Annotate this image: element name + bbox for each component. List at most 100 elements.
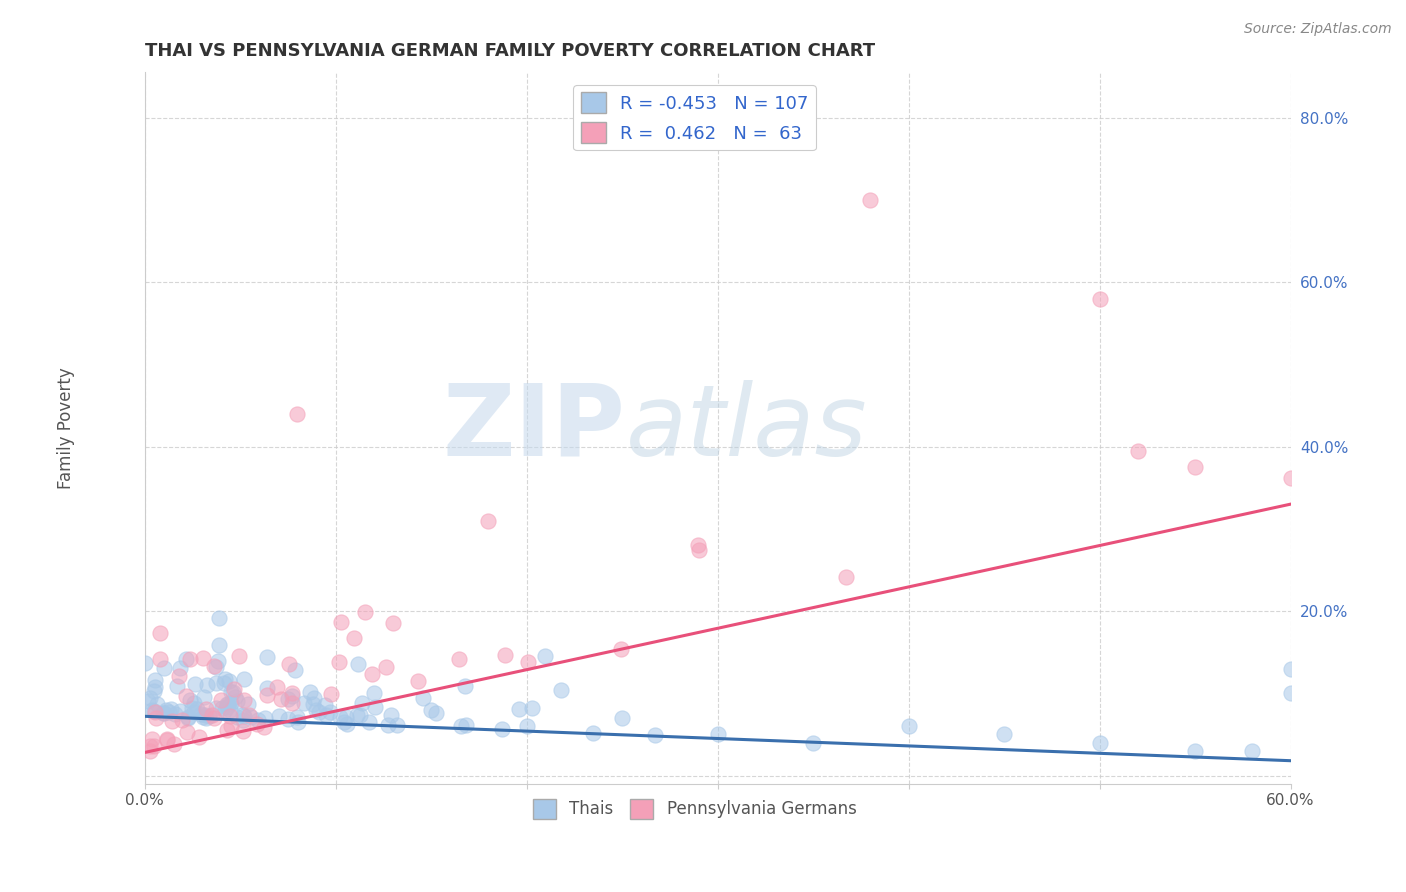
Point (582, 726, 605, 740)
Point (380, 707, 402, 722)
Point (277, 712, 299, 726)
Point (346, 708, 368, 723)
Point (333, 714, 356, 729)
Point (1088, 736, 1111, 750)
Point (226, 694, 249, 708)
Point (215, 700, 238, 714)
Point (610, 642, 633, 657)
Point (139, 744, 162, 758)
Point (285, 710, 308, 724)
Point (202, 658, 225, 673)
Point (381, 616, 404, 631)
Point (195, 702, 218, 716)
Point (160, 714, 183, 728)
Point (335, 710, 357, 724)
Point (214, 673, 236, 687)
Text: THAI VS PENNSYLVANIA GERMAN FAMILY POVERTY CORRELATION CHART: THAI VS PENNSYLVANIA GERMAN FAMILY POVER… (145, 42, 875, 60)
Point (195, 711, 218, 725)
Point (610, 711, 633, 725)
Point (179, 693, 201, 707)
Point (1184, 744, 1206, 758)
Point (346, 657, 368, 672)
Point (517, 655, 540, 669)
Point (143, 684, 166, 698)
Point (284, 663, 307, 677)
Point (141, 731, 163, 746)
Point (287, 714, 309, 729)
Point (201, 708, 224, 723)
Point (197, 709, 219, 723)
Point (169, 661, 191, 675)
Point (209, 693, 232, 707)
Point (152, 661, 174, 675)
Point (139, 690, 162, 705)
Y-axis label: Family Poverty: Family Poverty (58, 368, 75, 489)
Point (508, 702, 530, 716)
Text: atlas: atlas (626, 380, 868, 476)
Point (256, 689, 278, 703)
Point (236, 698, 259, 712)
Point (183, 696, 205, 710)
Point (205, 675, 228, 690)
Point (450, 718, 472, 732)
Point (183, 705, 205, 719)
Point (156, 733, 179, 747)
Legend: Thais, Pennsylvania Germans: Thais, Pennsylvania Germans (526, 793, 863, 825)
Point (253, 711, 276, 725)
Point (165, 706, 187, 721)
Point (204, 700, 226, 714)
Point (188, 730, 211, 744)
Point (149, 651, 172, 665)
Point (477, 514, 499, 528)
Point (211, 701, 233, 715)
Point (298, 685, 321, 699)
Point (281, 696, 304, 710)
Point (302, 697, 325, 711)
Point (232, 708, 254, 723)
Point (425, 706, 447, 721)
Point (214, 703, 236, 717)
Point (190, 707, 212, 722)
Point (292, 696, 315, 710)
Point (143, 705, 166, 719)
Point (208, 638, 231, 652)
Point (208, 611, 231, 625)
Point (285, 407, 308, 421)
Point (166, 679, 188, 693)
Point (156, 732, 179, 747)
Point (319, 705, 342, 719)
Point (145, 711, 167, 725)
Point (179, 652, 201, 666)
Point (160, 702, 183, 716)
Point (239, 709, 262, 723)
Point (141, 703, 163, 717)
Point (157, 706, 180, 720)
Point (385, 717, 408, 731)
Point (491, 723, 513, 737)
Point (174, 689, 197, 703)
Point (232, 713, 254, 727)
Point (281, 689, 304, 703)
Point (412, 691, 434, 706)
Point (215, 697, 238, 711)
Point (226, 710, 249, 724)
Point (219, 703, 242, 717)
Point (1126, 443, 1149, 458)
Point (169, 669, 191, 683)
Point (270, 692, 292, 706)
Point (143, 673, 166, 688)
Point (1088, 292, 1111, 306)
Point (253, 720, 276, 734)
Point (420, 703, 443, 717)
Point (1279, 686, 1302, 700)
Point (328, 655, 350, 669)
Point (360, 666, 382, 681)
Point (1241, 744, 1264, 758)
Point (232, 723, 254, 738)
Point (314, 698, 336, 712)
Point (194, 708, 217, 723)
Point (136, 694, 159, 708)
Point (193, 690, 215, 704)
Point (377, 718, 399, 732)
Point (330, 615, 353, 629)
